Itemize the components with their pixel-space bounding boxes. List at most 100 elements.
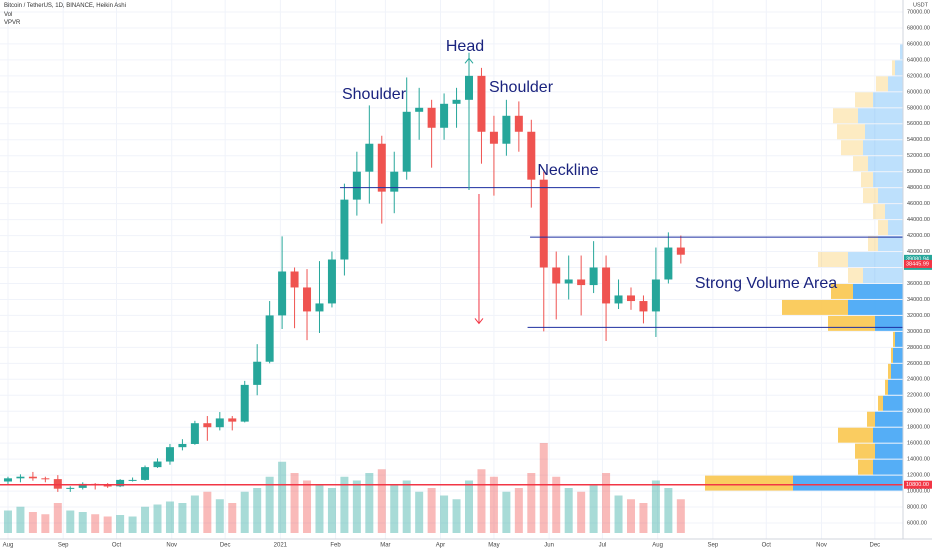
candle-body (352, 171, 361, 200)
y-tick-label: 18000.00 (907, 425, 930, 431)
candle-body (190, 423, 199, 444)
profile-down-bar (876, 76, 888, 92)
volume-bar (427, 488, 436, 533)
volume-bar (527, 473, 536, 533)
volume-bar (103, 516, 112, 533)
y-tick-label: 36000.00 (907, 281, 930, 287)
profile-up-bar (875, 443, 903, 459)
y-tick-label: 30000.00 (907, 329, 930, 335)
y-tick-label: 6000.00 (907, 520, 927, 526)
x-tick-label: Sep (708, 543, 719, 549)
y-tick-label: 46000.00 (907, 201, 930, 207)
profile-up-bar (873, 459, 903, 475)
volume-bar (539, 443, 548, 533)
profile-up-bar (888, 379, 903, 395)
y-tick-label: 62000.00 (907, 73, 930, 79)
profile-down-bar (892, 60, 895, 76)
candle-body (3, 478, 12, 482)
y-tick-label: 60000.00 (907, 89, 930, 95)
candle-body (639, 301, 648, 312)
annotation: Shoulder (342, 86, 407, 103)
profile-down-bar (848, 268, 863, 283)
y-tick-label: 54000.00 (907, 137, 930, 143)
candle-body (664, 247, 673, 280)
volume-bar (589, 484, 598, 533)
volume-bar (165, 501, 174, 533)
candle-body (141, 467, 150, 480)
candle-body (253, 361, 262, 385)
profile-up-bar (875, 315, 903, 331)
volume-bar (265, 476, 274, 533)
y-tick-label: 32000.00 (907, 313, 930, 319)
volume-bar (327, 488, 336, 533)
profile-down-bar (868, 236, 878, 252)
profile-up-bar (858, 108, 903, 124)
y-tick-label: 10000.00 (907, 489, 930, 495)
candle-body (489, 131, 498, 144)
candle-body (215, 418, 224, 428)
profile-down-bar (855, 92, 873, 108)
volume-bar (365, 473, 374, 533)
candle-body (365, 143, 374, 172)
volume-bar (614, 495, 623, 533)
volume-bar (28, 512, 37, 533)
time-axis (0, 539, 932, 550)
volume-bar (415, 491, 424, 533)
profile-up-bar (888, 76, 903, 92)
y-tick-label: 42000.00 (907, 233, 930, 239)
x-tick-label: Oct (762, 543, 772, 549)
candle-body (116, 479, 125, 487)
volume-bar (290, 473, 299, 533)
profile-up-bar (865, 124, 903, 140)
volume-bar (91, 514, 100, 533)
profile-up-bar (883, 395, 903, 411)
candle-body (602, 267, 611, 304)
profile-up-bar (853, 283, 903, 299)
candle-body (165, 447, 174, 462)
volume-bar (465, 480, 474, 533)
profile-down-bar (878, 220, 888, 236)
volume-bar (340, 476, 349, 533)
x-tick-label: 2021 (274, 543, 288, 549)
annotation: Head (446, 38, 484, 55)
candle-body (278, 271, 287, 316)
x-tick-label: Dec (870, 543, 881, 549)
candle-body (539, 179, 548, 268)
candle-body (614, 295, 623, 304)
volume-bar (402, 480, 411, 533)
candle-body (53, 479, 62, 489)
y-tick-label: 24000.00 (907, 377, 930, 383)
price-tag (904, 254, 932, 263)
volume-bar (128, 516, 137, 533)
x-tick-label: Dec (220, 543, 231, 549)
volume-bar (602, 473, 611, 533)
candle-body (315, 303, 324, 312)
profile-down-bar (818, 252, 848, 268)
candle-body (477, 75, 486, 132)
annotation: Neckline (537, 162, 598, 179)
arrow-head (474, 318, 484, 325)
y-tick-label: 68000.00 (907, 25, 930, 31)
indicator-label: VPVR (4, 20, 21, 26)
profile-up-bar (878, 188, 903, 204)
volume-bar (41, 514, 50, 533)
y-tick-label: 70000.00 (907, 9, 930, 15)
profile-down-bar (867, 411, 875, 427)
candle-body (153, 461, 162, 468)
profile-up-bar (873, 92, 903, 108)
candle-body (514, 115, 523, 132)
candle-body (676, 247, 685, 255)
volume-bar (315, 484, 324, 533)
volume-bar (66, 510, 75, 533)
candle-body (41, 478, 50, 480)
candle-body (502, 115, 511, 144)
volume-bar (564, 488, 573, 533)
profile-down-bar (841, 140, 863, 156)
profile-up-bar (878, 236, 903, 252)
y-tick-label: 66000.00 (907, 41, 930, 47)
candle-body (228, 418, 237, 422)
candle-body (128, 479, 137, 481)
y-tick-label: 58000.00 (907, 105, 930, 111)
volume-bar (489, 476, 498, 533)
